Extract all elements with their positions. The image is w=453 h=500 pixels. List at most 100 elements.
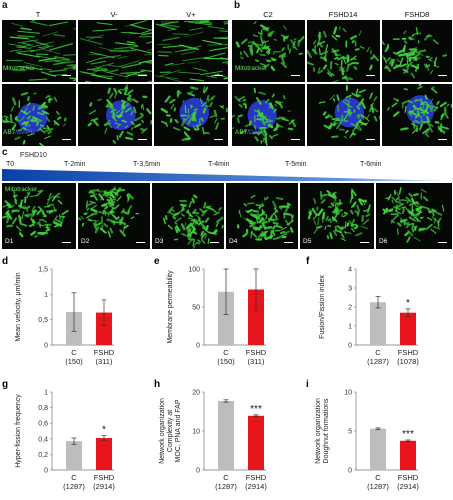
micrograph-texture: [162, 194, 224, 249]
panel-b-image-FSHD14-ab7-dapi: [307, 84, 380, 146]
panel-c-letter: c: [2, 147, 8, 158]
sample-count: (150): [65, 357, 83, 366]
y-tick-label: 1: [348, 324, 352, 331]
panel-c-frame-D3: [152, 183, 224, 249]
significance-marker: ***: [402, 429, 414, 440]
panel-c-label-D3: D3: [155, 238, 164, 245]
panel-a-image-Vplus-mitotracker: [154, 20, 228, 82]
scale-bar: [291, 74, 300, 76]
bar-FSHD: [96, 312, 112, 345]
micrograph-texture: [386, 84, 452, 138]
panel-b-col-3: FSHD8: [404, 10, 430, 19]
y-axis-label: Mean velocity, μm/min: [15, 272, 22, 341]
scale-bar: [284, 241, 293, 243]
y-axis-label: Network organization: [315, 398, 322, 464]
y-tick-label: 0: [196, 343, 200, 350]
scale-bar: [138, 74, 147, 76]
y-tick-label: 0,8: [38, 405, 48, 412]
category-label: C: [375, 473, 381, 482]
micrograph-texture: [318, 85, 380, 139]
bar-C: [218, 291, 234, 345]
panel-letter: d: [2, 256, 8, 267]
panel-c-timeline-wedge: [2, 169, 452, 181]
bar-FSHD: [96, 438, 112, 470]
panel-a-stain-ab7-dapi: AB7/DAPI: [3, 129, 32, 136]
y-axis-label: Hyper-fission frequency: [15, 394, 22, 468]
micrograph-texture: [6, 20, 76, 82]
category-label: C: [375, 348, 381, 357]
panel-letter: g: [2, 379, 8, 390]
sample-count: (1287): [367, 482, 389, 491]
y-tick-label: 0: [44, 343, 48, 350]
y-tick-label: 100: [188, 267, 200, 274]
panel-b-stain-ab7-dapi: AB7/DAPI: [235, 129, 264, 136]
scale-bar: [438, 241, 447, 243]
scale-bar: [214, 74, 223, 76]
significance-marker: *: [102, 425, 106, 436]
panel-b-stain-mitotracker: Mitotracker: [235, 65, 268, 72]
scale-bar: [62, 241, 71, 243]
sample-count: (2914): [245, 482, 267, 491]
significance-marker: *: [406, 298, 410, 309]
panel-c-frame-D2: [78, 183, 150, 249]
micrograph-texture: [155, 20, 228, 82]
panel-a-letter: a: [2, 0, 8, 11]
significance-marker: ***: [250, 404, 262, 415]
panel-b-stain-ab7: AB7: [235, 129, 248, 136]
sample-count: (1287): [63, 482, 85, 491]
panel-a-image-Vminus-ab7-dapi: [78, 84, 152, 146]
panel-c-time-5: T-6min: [360, 161, 382, 168]
y-tick-label: 4: [348, 267, 352, 274]
micrograph-texture: [2, 189, 69, 238]
panel-b-image-C2-mitotracker: [232, 20, 305, 82]
category-label: FSHD: [246, 473, 267, 482]
panel-c-label-D6: D6: [379, 238, 388, 245]
panel-letter: e: [154, 256, 160, 267]
y-axis-label: Complexity at: [167, 410, 174, 452]
panel-letter: f: [306, 256, 310, 267]
sample-count: (2914): [93, 482, 115, 491]
y-tick-label: 0,4: [38, 436, 48, 443]
micrograph-texture: [78, 186, 139, 238]
scale-bar: [62, 74, 71, 76]
y-tick-label: 1: [44, 390, 48, 397]
panel-a-image-Vminus-mitotracker: [78, 20, 152, 82]
panel-c-time-1: T-2min: [64, 161, 86, 168]
y-tick-label: 0,6: [38, 421, 48, 428]
scale-bar: [138, 138, 147, 140]
panel-a-stain-dapi: /DAPI: [15, 129, 33, 136]
panel-a-col-2: V-: [110, 10, 118, 19]
micrograph-texture: [382, 187, 445, 243]
panel-a-stain-mitotracker: Mitotracker: [3, 65, 36, 72]
bar-FSHD: [248, 415, 264, 470]
micrograph-texture: [307, 188, 371, 242]
category-label: C: [223, 473, 229, 482]
category-label: FSHD: [398, 473, 419, 482]
y-tick-label: 2: [348, 305, 352, 312]
y-tick-label: 10: [192, 429, 200, 436]
panel-c-time-3: T-4min: [208, 161, 230, 168]
micrograph-texture: [232, 87, 297, 146]
sample-count: (150): [217, 357, 235, 366]
chart-d: d 0 0,5 1 1,5 Mean velocity, μm/min C(150) FSHD…: [2, 256, 115, 366]
bar-C: [66, 441, 82, 470]
y-tick-label: 20: [192, 390, 200, 397]
bar-FSHD: [400, 440, 416, 470]
category-label: FSHD: [94, 348, 115, 357]
micrograph-texture: [236, 194, 295, 241]
bar-C: [370, 302, 386, 345]
panel-c-time-4: T-5min: [285, 161, 307, 168]
category-label: FSHD: [94, 473, 115, 482]
panel-c-label-D1: D1: [5, 238, 14, 245]
y-tick-label: 10: [344, 390, 352, 397]
y-tick-label: 50: [192, 305, 200, 312]
micrograph-texture: [235, 21, 305, 72]
panel-letter: h: [154, 379, 160, 390]
panel-c-frame-D5: [300, 183, 374, 249]
y-tick-label: 0: [348, 343, 352, 350]
panel-a-col-1: T: [35, 10, 41, 19]
scale-bar: [210, 241, 219, 243]
panel-c-t0: T0: [6, 161, 15, 168]
panel-c-frame-D4: [226, 183, 298, 249]
bar-FSHD: [400, 312, 416, 345]
